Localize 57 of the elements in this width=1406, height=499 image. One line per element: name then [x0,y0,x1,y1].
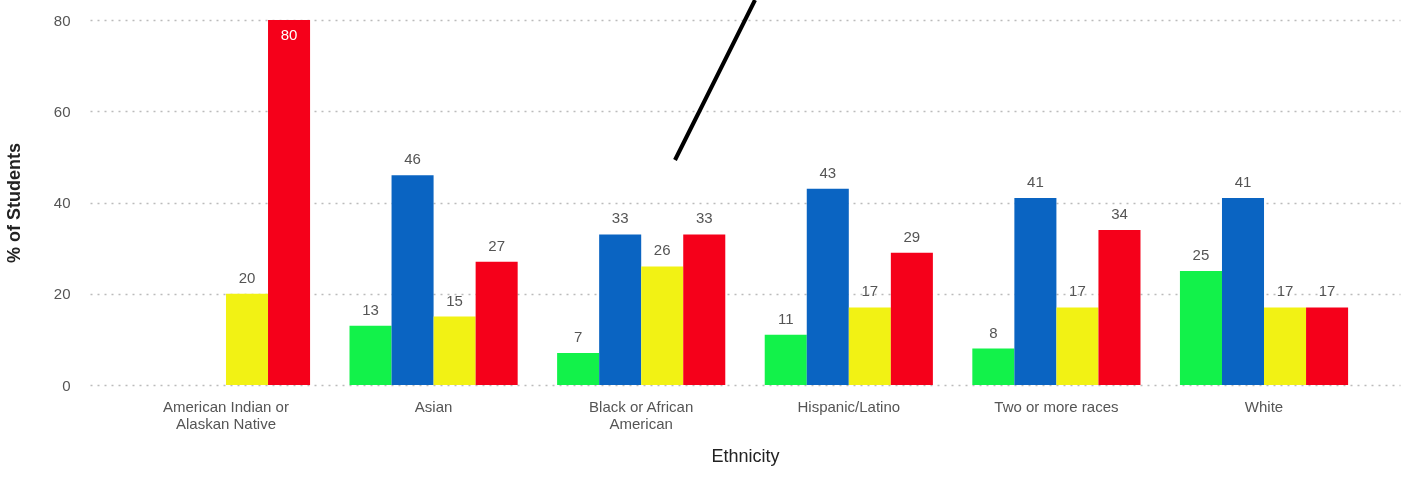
data-label: 43 [819,163,837,181]
data-label: 34 [1111,204,1128,222]
x-tick-label: Two or more races [994,397,1119,415]
data-label: 46 [404,150,421,168]
bar [1221,197,1265,385]
data-label: 26 [653,241,671,259]
bar [764,334,807,385]
bar [848,307,891,385]
bar [1179,270,1222,385]
x-tick-label: Asian [414,397,453,415]
bar [225,293,269,385]
y-axis-title: % of Students [3,143,24,263]
x-tick-label: Black or African American [589,397,694,432]
bar [683,234,726,385]
x-tick-label: American Indian or Alaskan Native [163,397,289,432]
data-label: 17 [861,282,879,300]
bar [349,325,392,385]
data-label: 8 [989,323,998,341]
data-label: 41 [1234,172,1252,190]
data-label: 33 [695,209,713,227]
data-label: 20 [238,268,256,286]
bar [1264,307,1307,385]
y-tick-label: 60 [53,102,71,120]
data-label: 7 [573,328,583,346]
x-tick-label: Hispanic/Latino [797,397,901,415]
bar [557,353,600,385]
bar [890,252,933,385]
data-label: 33 [611,209,629,227]
bar [1056,307,1099,385]
data-label: 17 [1069,282,1086,300]
bar [268,20,311,385]
data-label: 80 [280,26,298,43]
y-tick-label: 40 [53,194,71,211]
bar [1306,307,1349,385]
bar [391,175,434,385]
data-label: 17 [1276,282,1294,300]
data-label: 25 [1192,245,1210,263]
bar [806,188,849,385]
data-label: 11 [777,309,794,327]
data-label: 27 [488,236,505,254]
x-tick-label: White [1244,397,1284,415]
data-label: 29 [903,227,921,245]
bar [1098,229,1141,385]
bar [641,266,684,385]
y-tick-label: 0 [62,376,71,394]
bar [972,348,1015,385]
bar [475,261,518,385]
y-tick-label: 80 [53,11,71,29]
y-tick-label: 20 [53,285,71,303]
bar [433,316,476,385]
data-label: 17 [1318,282,1336,300]
data-label: 15 [446,291,463,309]
data-label: 13 [362,300,379,318]
x-axis-title: Ethnicity [711,445,780,466]
bar [1014,197,1057,385]
data-label: 41 [1027,172,1044,190]
bar [599,234,642,385]
